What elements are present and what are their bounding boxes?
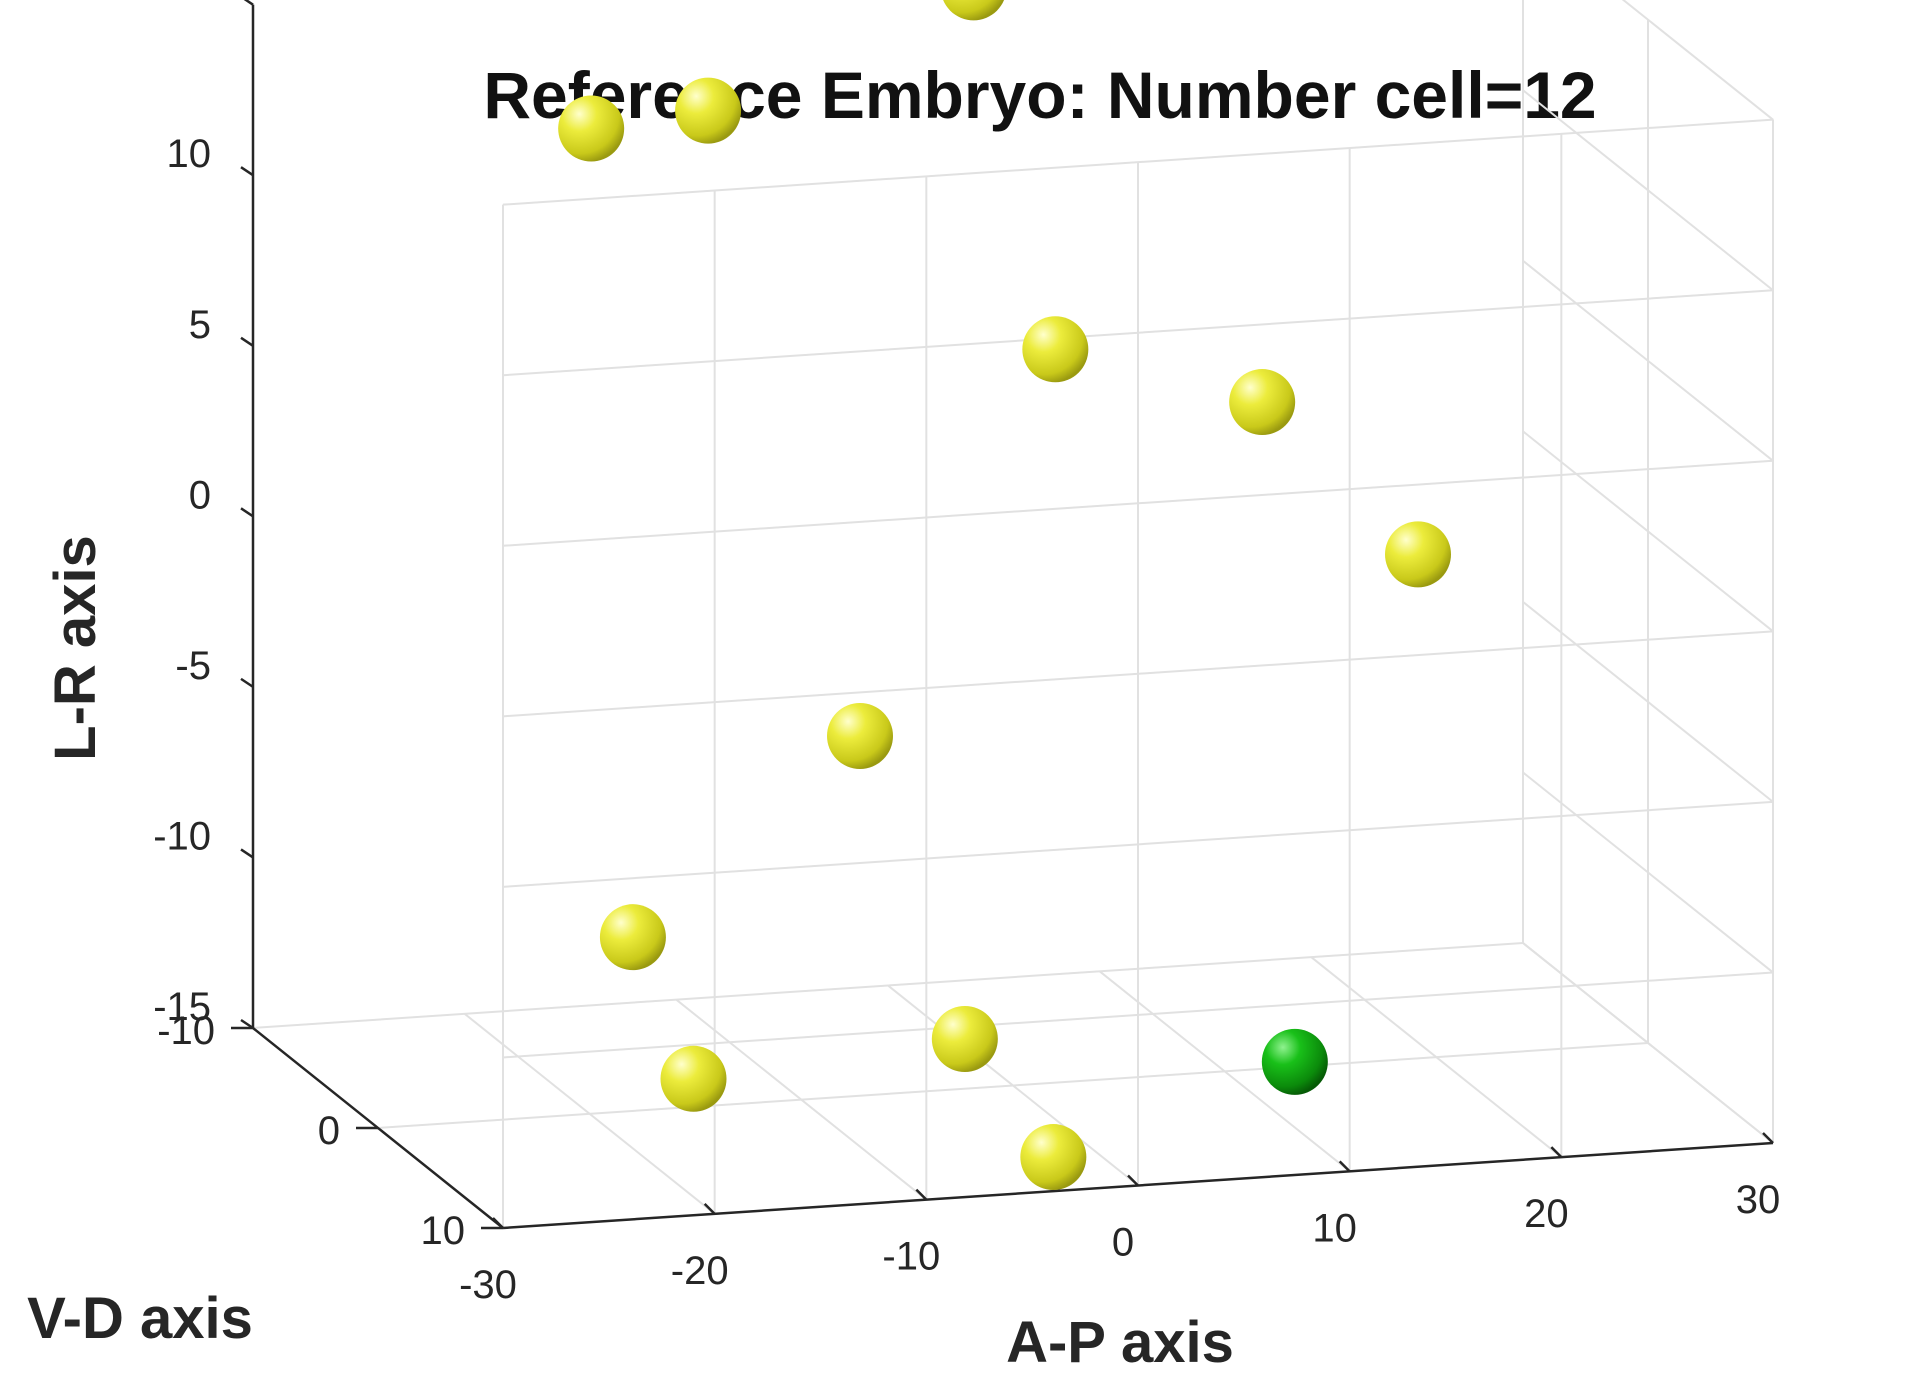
x-tick-label: 10	[1312, 1206, 1357, 1250]
z-tick-label: 15	[167, 0, 212, 6]
z-tick-mark	[243, 0, 254, 6]
grid-line	[502, 630, 1774, 718]
x-tick-mark	[703, 1202, 716, 1215]
chart-title: Reference Embryo: Number cell=12	[483, 58, 1596, 132]
axes	[231, 0, 1774, 1230]
z-tick-label: 0	[189, 473, 211, 517]
x-tick-label: -10	[882, 1235, 940, 1279]
z-tick-mark	[240, 336, 254, 347]
grid-line	[1522, 89, 1774, 292]
cell-point	[1022, 316, 1089, 383]
cell-point	[943, 0, 1005, 21]
x-axis-label: A-P axis	[1006, 1310, 1234, 1375]
y-tick-label: 10	[421, 1209, 466, 1253]
cell-point	[599, 904, 666, 971]
cell-point	[675, 77, 742, 144]
cell-point	[1385, 521, 1451, 588]
x-tick-mark	[1338, 1160, 1351, 1173]
z-tick-mark	[240, 848, 254, 859]
y-axis-label: V-D axis	[27, 1286, 253, 1351]
x-tick-label: 30	[1736, 1178, 1781, 1222]
grid-line	[1522, 771, 1774, 974]
x-tick-label: -20	[671, 1249, 729, 1293]
grid-line	[502, 459, 1774, 547]
cell-point	[660, 1045, 727, 1112]
grid-line	[502, 289, 1774, 377]
y-tick-label: 0	[318, 1109, 340, 1153]
cell-point	[931, 1005, 998, 1072]
y-tick-label: -10	[157, 1009, 215, 1053]
grid-line	[1522, 601, 1774, 803]
z-tick-mark	[240, 507, 254, 518]
z-tick-label: 10	[167, 132, 212, 176]
z-tick-mark	[240, 1018, 254, 1030]
z-tick-label: -10	[153, 814, 211, 858]
grid-line	[502, 800, 1774, 888]
grid-line	[502, 971, 1774, 1059]
z-tick-mark	[240, 677, 254, 688]
x-tick-label: 20	[1524, 1192, 1569, 1236]
x-tick-mark	[1762, 1132, 1774, 1144]
highlighted-cell-point	[1261, 1028, 1328, 1095]
cell-point	[1229, 369, 1296, 436]
z-tick-label: 5	[189, 303, 211, 347]
x-tick-label: -30	[459, 1263, 517, 1307]
grid-line	[1621, 0, 1774, 121]
z-tick-mark	[240, 166, 254, 177]
grid-line	[502, 118, 1774, 206]
x-tick-mark	[915, 1188, 928, 1201]
x-tick-label: 0	[1112, 1221, 1134, 1265]
z-axis-label: L-R axis	[43, 535, 108, 761]
grid-line	[252, 942, 1524, 1029]
x-tick-mark	[1127, 1174, 1139, 1187]
z-tick-label: -15	[153, 985, 211, 1029]
cell-point	[1020, 1124, 1087, 1191]
z-tick-label: -5	[175, 644, 211, 688]
x-tick-mark	[1550, 1146, 1563, 1159]
cell-point	[558, 95, 625, 162]
grid-line	[1522, 260, 1774, 462]
grid-line	[1522, 430, 1774, 633]
x-tick-mark	[492, 1217, 504, 1229]
data-points	[558, 0, 1451, 1191]
grid-lines	[252, 0, 1774, 1229]
cell-point	[827, 702, 893, 769]
grid-line	[377, 1042, 1649, 1129]
